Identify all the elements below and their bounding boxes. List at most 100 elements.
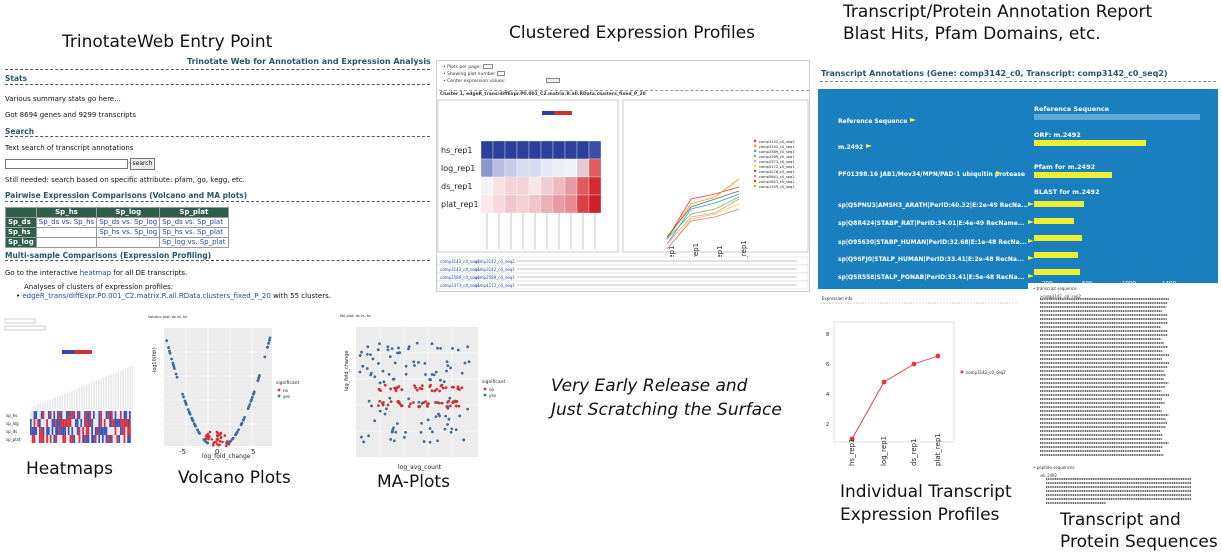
- table-corner: [5, 207, 37, 218]
- heatmap-cell: [57, 427, 59, 435]
- data-point: [250, 395, 254, 399]
- blast-bar: [1034, 201, 1084, 207]
- data-point: [381, 403, 385, 407]
- heatmap-cell: [96, 419, 99, 427]
- data-point: [446, 423, 449, 426]
- ma-title: MA plot: ds vs. hs: [340, 314, 371, 318]
- legend-label: comp5641_c0_seq1: [759, 175, 795, 179]
- heatmap-cell: [588, 140, 602, 160]
- heatmap-cell: [37, 435, 39, 443]
- table-cell: comp3142_c0_seq1: [475, 267, 515, 272]
- legend-title: significant: [482, 379, 505, 385]
- data-point: [404, 430, 407, 434]
- data-point: [413, 364, 416, 367]
- search-input[interactable]: [5, 159, 128, 169]
- heatmap-cell: [120, 419, 122, 427]
- data-point: [196, 428, 199, 432]
- plots-per-page-input[interactable]: [483, 64, 494, 69]
- heatmap-cell: [69, 427, 72, 435]
- save-button[interactable]: [545, 78, 560, 83]
- heatmap-link[interactable]: heatmap: [79, 269, 112, 277]
- plot-number-input[interactable]: [497, 71, 506, 76]
- data-point: [935, 353, 941, 359]
- data-point: [365, 352, 369, 356]
- heatmap-cell: [48, 435, 50, 443]
- data-point: [436, 439, 440, 443]
- arrow-icon: [1028, 220, 1034, 224]
- data-point: [369, 373, 373, 377]
- heatmap-cell: [80, 419, 83, 427]
- heatmap-cell: [492, 158, 506, 178]
- search-text: Text search of transcript annotations: [5, 144, 134, 152]
- data-point: [226, 440, 229, 443]
- legend-marker: [960, 370, 964, 374]
- heatmap-cell: [91, 411, 93, 419]
- caption-sequences-1: Transcript and: [1060, 510, 1181, 530]
- heatmap-cell: [31, 435, 34, 443]
- heatmap-cell: [60, 435, 63, 443]
- data-point: [434, 415, 438, 419]
- heatmap-cell: [76, 427, 79, 435]
- reference-bar: [1034, 114, 1200, 120]
- search-button[interactable]: search: [130, 158, 155, 170]
- heatmap-cell: [49, 419, 52, 427]
- data-point: [454, 428, 458, 432]
- heatmap-cell: [69, 419, 72, 427]
- comparison-link[interactable]: Sp_log vs. Sp_plat: [159, 237, 229, 248]
- heatmap-cell: [35, 411, 38, 419]
- cluster-link[interactable]: edgeR_trans/diffExpr.P0.001_C2.matrix.R.…: [22, 292, 271, 300]
- peptide-id: >m.2492: [1040, 473, 1057, 478]
- sequence-lines: [1040, 298, 1191, 504]
- x-label: ds_rep1: [910, 438, 918, 466]
- heatmap-cell: [107, 411, 110, 419]
- thumb-control: [4, 318, 36, 324]
- comparison-link[interactable]: Sp_ds vs. Sp_plat: [159, 217, 229, 228]
- heatmap-cell: [58, 419, 61, 427]
- data-point: [428, 385, 432, 388]
- heatmap-cell: [69, 435, 72, 443]
- heatmap-cell: [125, 419, 128, 427]
- heatmap-cell: [121, 435, 124, 443]
- data-point: [434, 370, 438, 374]
- profile-line: [851, 355, 939, 440]
- heatmap-cell: [129, 427, 131, 435]
- heatmap-cell: [94, 427, 97, 435]
- pairwise-heading: Pairwise Expression Comparisons (Volcano…: [5, 191, 248, 200]
- data-point: [456, 348, 460, 352]
- data-point: [448, 396, 452, 400]
- heatmap-cell: [48, 427, 50, 435]
- heatmap-cell: [80, 435, 83, 443]
- heatmap-cell: [89, 419, 92, 427]
- ctrl-showing-plot: Showing plot number: [447, 72, 496, 77]
- data-point: [358, 354, 362, 357]
- heatmap-cell: [73, 427, 75, 435]
- heatmap-cell: [127, 411, 129, 419]
- caption-annotation-1: Transcript/Protein Annotation Report: [843, 2, 1153, 22]
- data-point: [215, 434, 219, 437]
- heatmap-cell: [109, 427, 111, 435]
- comparison-link[interactable]: Sp_ds vs. Sp_log: [96, 217, 161, 228]
- heatmap-cell: [93, 411, 95, 419]
- data-point: [442, 380, 446, 384]
- y-tick: 8: [826, 332, 829, 338]
- annotation-svg: Reference Sequence m.2492 PF01398.16 JAB1/…: [838, 105, 1200, 287]
- comparison-link[interactable]: Sp_ds vs. Sp_hs: [35, 217, 98, 228]
- comparison-link[interactable]: Sp_hs vs. Sp_log: [96, 227, 161, 238]
- data-point: [386, 345, 390, 349]
- heatmap-row-label: ds_rep1: [441, 182, 472, 191]
- heatmap-cell: [87, 419, 90, 427]
- multi-pre: Go to the interactive: [5, 269, 80, 277]
- data-point: [267, 341, 270, 345]
- heatmap-cell: [98, 427, 101, 435]
- data-point: [417, 400, 421, 404]
- heatmap-row-labels: hs_rep1 log_rep1 ds_rep1 plat_rep1: [441, 146, 479, 209]
- data-point: [234, 433, 237, 437]
- data-point: [439, 378, 442, 382]
- heatmap-cell: [44, 411, 47, 419]
- heatmap-cell: [123, 435, 126, 443]
- search-heading: Search: [5, 127, 35, 136]
- data-point: [197, 430, 201, 434]
- comparison-link[interactable]: Sp_hs vs. Sp_plat: [159, 227, 229, 238]
- table-cell-empty: [35, 237, 98, 248]
- heatmap-row-label: plat_rep1: [441, 200, 479, 209]
